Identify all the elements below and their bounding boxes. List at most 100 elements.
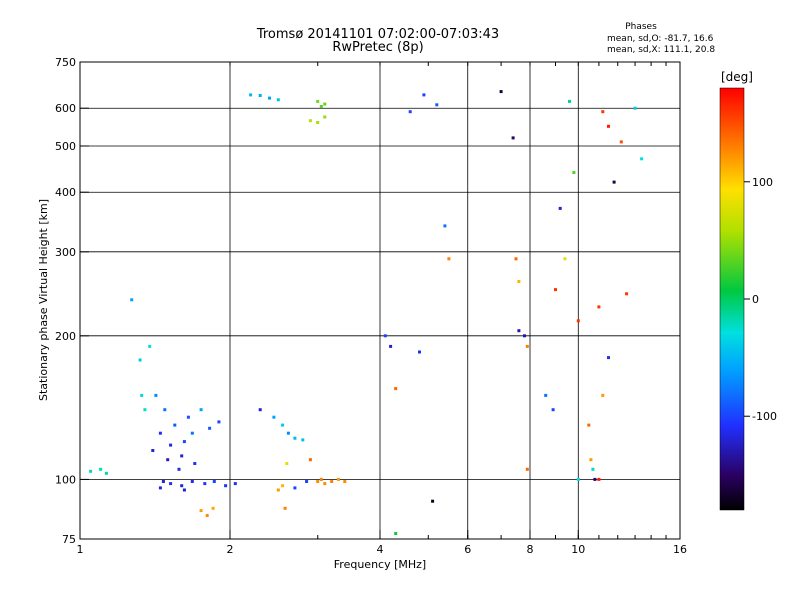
data-point — [422, 93, 426, 97]
data-point — [177, 467, 181, 471]
data-point — [143, 408, 147, 412]
data-points — [89, 90, 644, 535]
data-point — [182, 488, 186, 492]
data-point — [343, 480, 347, 483]
data-point — [258, 408, 262, 412]
y-tick-label: 75 — [62, 533, 76, 546]
data-point — [514, 257, 518, 261]
data-point — [305, 480, 309, 483]
data-point — [89, 469, 93, 473]
data-point — [316, 121, 320, 124]
data-point — [130, 298, 134, 302]
y-tick-label: 300 — [55, 246, 76, 259]
data-point — [525, 344, 529, 348]
x-tick-label: 2 — [227, 543, 234, 556]
grid-lines — [80, 62, 680, 539]
data-point — [572, 171, 576, 174]
data-point — [272, 415, 276, 419]
data-point — [435, 103, 439, 107]
data-point — [249, 93, 253, 97]
data-point — [597, 305, 601, 309]
data-point — [180, 454, 184, 458]
data-point — [148, 344, 152, 348]
data-point — [389, 344, 393, 348]
data-point — [190, 480, 194, 483]
data-point — [576, 477, 580, 481]
data-point — [607, 356, 610, 360]
data-point — [151, 449, 155, 452]
data-point — [394, 387, 398, 391]
data-point — [163, 408, 167, 412]
data-point — [211, 506, 215, 510]
data-point — [319, 105, 323, 108]
data-point — [591, 467, 595, 471]
data-point — [193, 462, 197, 465]
data-point — [517, 329, 521, 333]
data-point — [276, 488, 280, 492]
data-point — [551, 408, 555, 412]
data-point — [443, 224, 447, 228]
data-point — [612, 180, 616, 184]
y-tick-label: 500 — [55, 140, 76, 153]
colorbar-tick-label: -100 — [752, 410, 777, 423]
x-tick-label: 16 — [673, 543, 687, 556]
colorbar-label: [deg] — [721, 70, 753, 84]
data-point — [517, 280, 521, 283]
data-point — [625, 292, 629, 296]
data-point — [182, 440, 186, 444]
stats-x-mode: mean, sd,X: 111.1, 20.8 — [607, 45, 716, 55]
data-point — [233, 482, 237, 486]
data-point — [523, 334, 526, 338]
data-point — [323, 482, 327, 486]
chart-title: Tromsø 20141101 07:02:00-07:03:43 — [256, 27, 500, 42]
data-point — [447, 257, 451, 261]
data-point — [383, 334, 387, 338]
colorbar-tick-label: 0 — [752, 293, 759, 306]
data-point — [319, 477, 323, 481]
data-point — [293, 486, 297, 490]
data-point — [308, 458, 312, 462]
data-point — [205, 514, 209, 517]
data-point — [285, 462, 289, 465]
data-point — [576, 319, 580, 323]
data-point — [593, 477, 597, 481]
data-point — [99, 467, 103, 471]
data-point — [408, 110, 412, 114]
data-point — [199, 408, 203, 412]
data-point — [301, 438, 305, 442]
data-point — [140, 393, 144, 397]
data-point — [173, 423, 177, 427]
data-point — [203, 482, 207, 486]
x-tick-label: 1 — [77, 543, 84, 556]
data-point — [330, 480, 334, 483]
data-point — [323, 102, 327, 106]
y-tick-label: 600 — [55, 102, 76, 115]
data-point — [104, 471, 108, 475]
data-point — [169, 443, 173, 447]
data-point — [308, 119, 312, 123]
y-tick-label: 200 — [55, 330, 76, 343]
x-tick-label: 6 — [464, 543, 471, 556]
data-point — [158, 486, 162, 490]
data-point — [619, 140, 623, 144]
chart-subtitle: RwPretec (8p) — [332, 40, 424, 55]
colorbar — [720, 88, 744, 510]
data-point — [323, 115, 327, 119]
data-point — [293, 436, 297, 440]
data-point — [316, 99, 320, 103]
y-tick-label: 100 — [55, 473, 76, 486]
colorbar-ticks: 100 0 -100 — [744, 176, 777, 423]
x-tick-label: 4 — [377, 543, 384, 556]
data-point — [499, 90, 503, 94]
data-point — [633, 106, 637, 110]
data-point — [166, 458, 170, 462]
data-point — [554, 288, 557, 292]
data-point — [607, 124, 610, 128]
data-point — [138, 358, 142, 362]
x-axis-label: Frequency [MHz] — [334, 558, 426, 571]
data-point — [525, 467, 529, 471]
x-tick-label: 8 — [527, 543, 534, 556]
data-point — [601, 393, 605, 397]
stats-heading: Phases — [625, 22, 657, 32]
data-point — [190, 431, 194, 435]
